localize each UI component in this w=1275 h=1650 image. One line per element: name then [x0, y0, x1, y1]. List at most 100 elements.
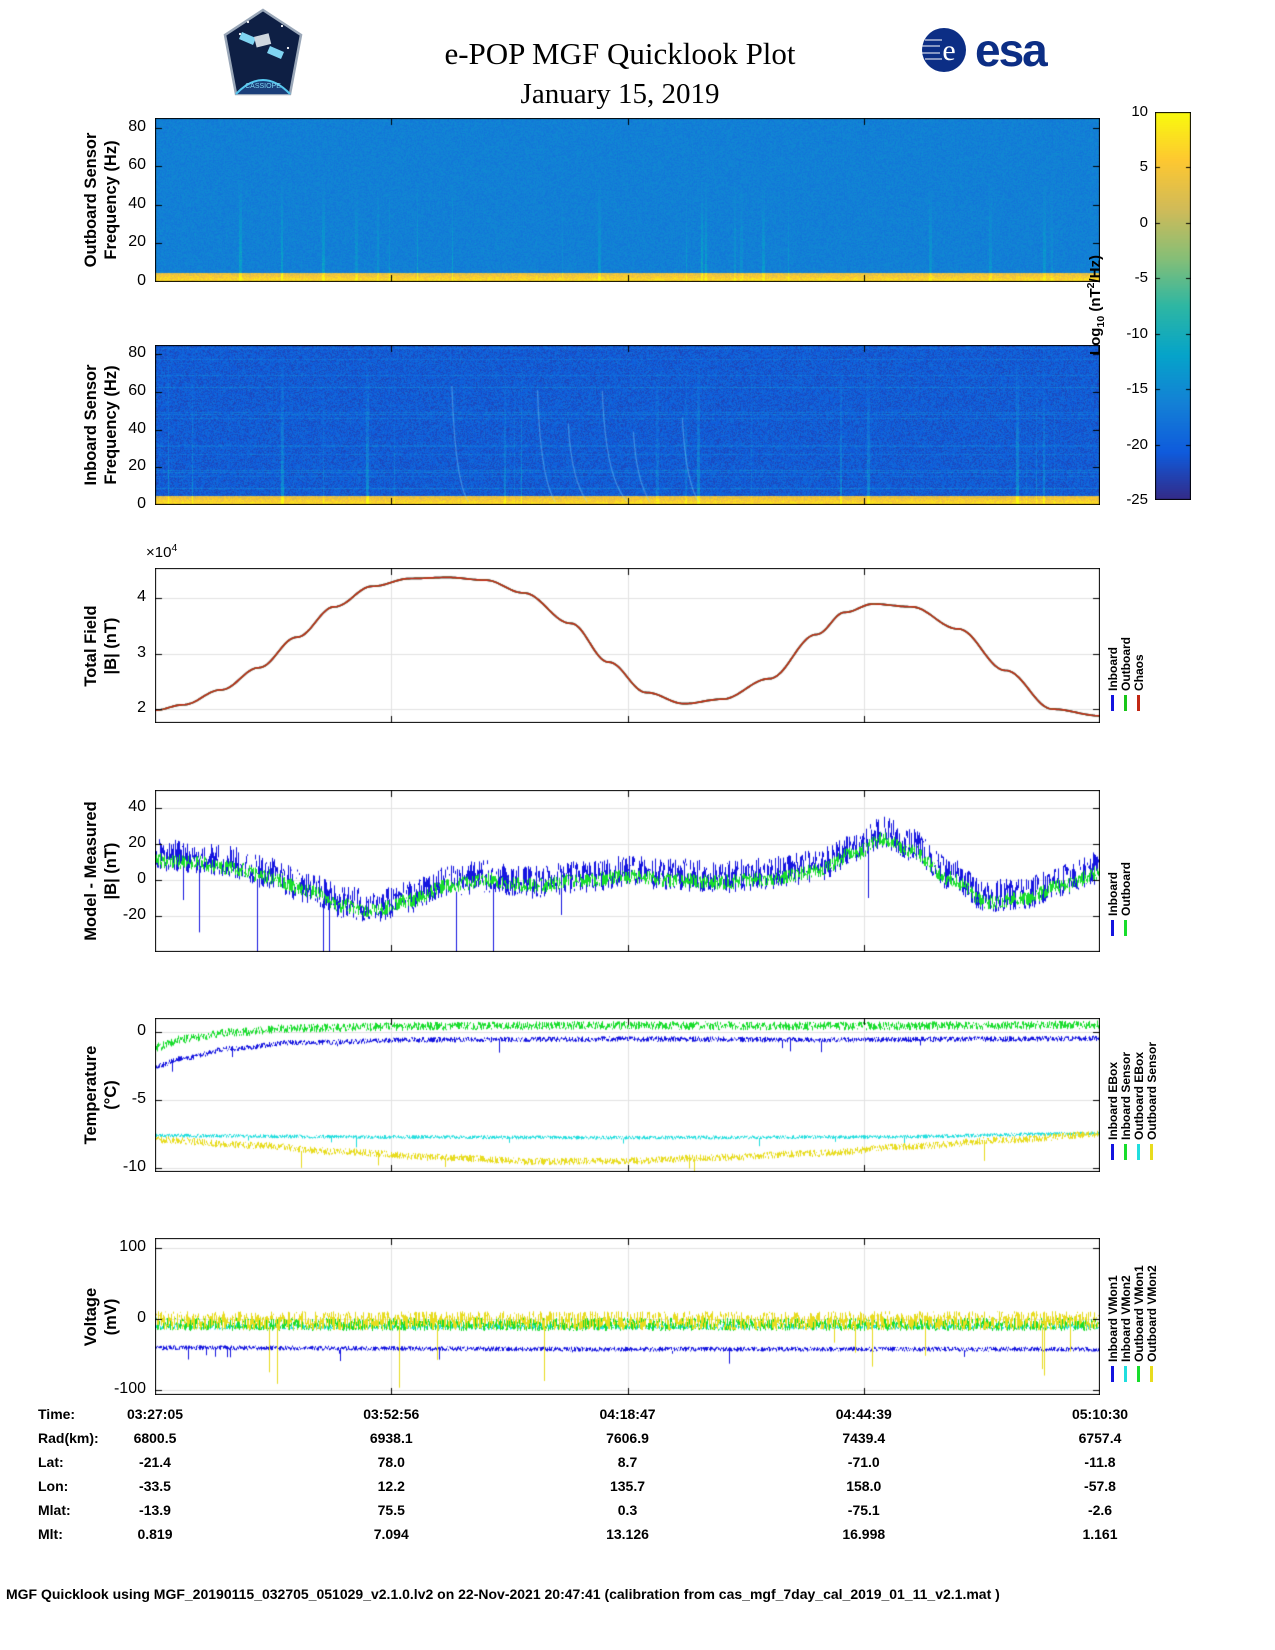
model-measured-plot-canvas: [155, 790, 1100, 952]
ephemeris-row-label: Mlt:: [38, 1526, 63, 1542]
ephemeris-value: -57.8: [1084, 1478, 1116, 1494]
legend-mark: [1111, 920, 1114, 936]
y-tick-label: 20: [128, 457, 146, 475]
y-tick-label: 40: [128, 194, 146, 212]
esa-wordmark: esa: [975, 24, 1048, 76]
ephemeris-value: 7439.4: [842, 1430, 886, 1446]
colorbar: [1155, 112, 1191, 500]
ephemeris-value: 6938.1: [369, 1430, 413, 1446]
ephemeris-value: -33.5: [139, 1478, 171, 1494]
y-tick-label: -20: [122, 906, 146, 923]
voltage-plot-canvas: [155, 1238, 1100, 1395]
temperature-plot-canvas: [155, 1018, 1100, 1172]
legend-label-inboard-vmon1: Inboard VMon1: [1106, 1274, 1120, 1362]
ephemeris-value: 04:18:47: [599, 1406, 656, 1422]
y-tick-label: 40: [128, 798, 146, 815]
legend-label-chaos: Chaos: [1132, 653, 1146, 691]
legend-mark: [1124, 920, 1127, 936]
y-scale-exp: 4: [171, 542, 178, 554]
ephemeris-value: 7606.9: [606, 1430, 649, 1446]
y-tick-label: 40: [128, 419, 146, 437]
colorbar-tick-label: -10: [1126, 324, 1148, 342]
colorbar-tick-label: 0: [1139, 213, 1148, 231]
legend-mark: [1111, 694, 1114, 711]
y-tick-label: 100: [119, 1237, 146, 1255]
legend-label-outboard: Outboard: [1119, 636, 1133, 691]
colorbar-tick-label: 5: [1139, 158, 1148, 176]
legend-mark: [1124, 1365, 1127, 1382]
ephemeris-value: 1.161: [1082, 1526, 1118, 1542]
ephemeris-value: 8.7: [617, 1454, 638, 1470]
legend-mark: [1111, 1365, 1114, 1382]
legend-mark: [1124, 694, 1127, 711]
ephemeris-row-label: Mlat:: [38, 1502, 71, 1518]
ephemeris-row-label: Lat:: [38, 1454, 64, 1470]
ephemeris-value: 05:10:30: [1071, 1406, 1129, 1422]
ephemeris-value: -11.8: [1084, 1454, 1116, 1470]
ephemeris-value: -13.9: [139, 1502, 171, 1518]
ephemeris-value: -75.1: [847, 1502, 880, 1518]
y-tick-label: 2: [137, 699, 146, 717]
ephemeris-row-label: Time:: [38, 1406, 76, 1422]
y-tick-label: 0: [137, 495, 146, 512]
y-tick-label: 3: [137, 643, 146, 661]
ephemeris-value: 03:27:05: [126, 1406, 184, 1422]
legend-mark: [1111, 1144, 1114, 1160]
y-tick-label: 0: [137, 272, 146, 289]
y-scale-base: ×10: [146, 544, 172, 561]
legend-label-inboard-sensor: Inboard Sensor: [1119, 1051, 1133, 1140]
mission-text: CASSIOPE: [245, 83, 281, 90]
colorbar-tick-label: 10: [1131, 103, 1148, 120]
ephemeris-value: 0.3: [617, 1502, 638, 1518]
cbar-label-sup: 2: [1085, 282, 1097, 289]
esa-globe-letter: e: [942, 34, 955, 67]
y-tick-label: 0: [137, 870, 146, 887]
legend-mark: [1137, 1144, 1140, 1160]
ephemeris-value: 16.998: [842, 1526, 886, 1542]
ephemeris-value: -2.6: [1087, 1502, 1113, 1518]
legend-mark: [1124, 1144, 1127, 1160]
legend-label-inboard: Inboard: [1106, 646, 1120, 691]
y-tick-label: 0: [137, 1021, 146, 1039]
inboard-spectrogram-canvas: [155, 345, 1100, 505]
cbar-label-part: (nT: [1087, 288, 1104, 316]
ephemeris-value: 0.819: [137, 1526, 173, 1542]
y-tick-label: 20: [128, 233, 146, 251]
total-field-plot-canvas: [155, 568, 1100, 723]
outboard-spectrogram-canvas: [155, 118, 1100, 282]
legend-label-outboard-vmon1: Outboard VMon1: [1132, 1264, 1146, 1362]
y-tick-label: -10: [122, 1157, 146, 1175]
y-tick-label: -100: [113, 1380, 146, 1398]
y-tick-label: -5: [131, 1089, 146, 1107]
legend-mark: [1137, 1365, 1140, 1382]
cassiope-patch-icon: CASSIOPE: [223, 8, 303, 96]
legend-label-outboard-ebox: Outboard EBox: [1132, 1051, 1146, 1140]
legend-mark: [1150, 1144, 1153, 1160]
legend-mark: [1150, 1365, 1153, 1382]
legend-label-inboard-ebox: Inboard EBox: [1106, 1061, 1120, 1140]
page-title: e-POP MGF Quicklook Plot: [444, 36, 796, 71]
y-tick-label: 20: [128, 834, 146, 851]
ephemeris-value: 75.5: [377, 1502, 405, 1518]
ephemeris-value: 6800.5: [133, 1430, 177, 1446]
legend-mark: [1137, 694, 1140, 711]
y-tick-label: 60: [128, 156, 146, 174]
colorbar-tick-label: -20: [1126, 435, 1148, 453]
y-tick-label: 4: [137, 588, 146, 606]
footer-caption: MGF Quicklook using MGF_20190115_032705_…: [6, 1586, 1000, 1602]
cassiope-logo: CASSIOPE: [222, 8, 304, 103]
y-tick-label: 0: [137, 1308, 146, 1326]
ephemeris-value: -71.0: [847, 1454, 880, 1470]
colorbar-tick-label: -5: [1134, 269, 1148, 287]
ephemeris-value: -21.4: [139, 1454, 171, 1470]
plot-date: January 15, 2019: [520, 78, 720, 110]
colorbar-tick-label: -15: [1126, 380, 1148, 398]
ephemeris-value: 03:52:56: [363, 1406, 420, 1422]
colorbar-tick-label: -25: [1126, 491, 1148, 508]
legend-label-inboard: Inboard: [1106, 872, 1120, 916]
esa-globe-icon: e: [922, 28, 966, 72]
legend-label-outboard-vmon2: Outboard VMon2: [1145, 1264, 1159, 1362]
y-tick-label: 80: [128, 117, 146, 135]
ephemeris-value: 135.7: [609, 1478, 646, 1494]
